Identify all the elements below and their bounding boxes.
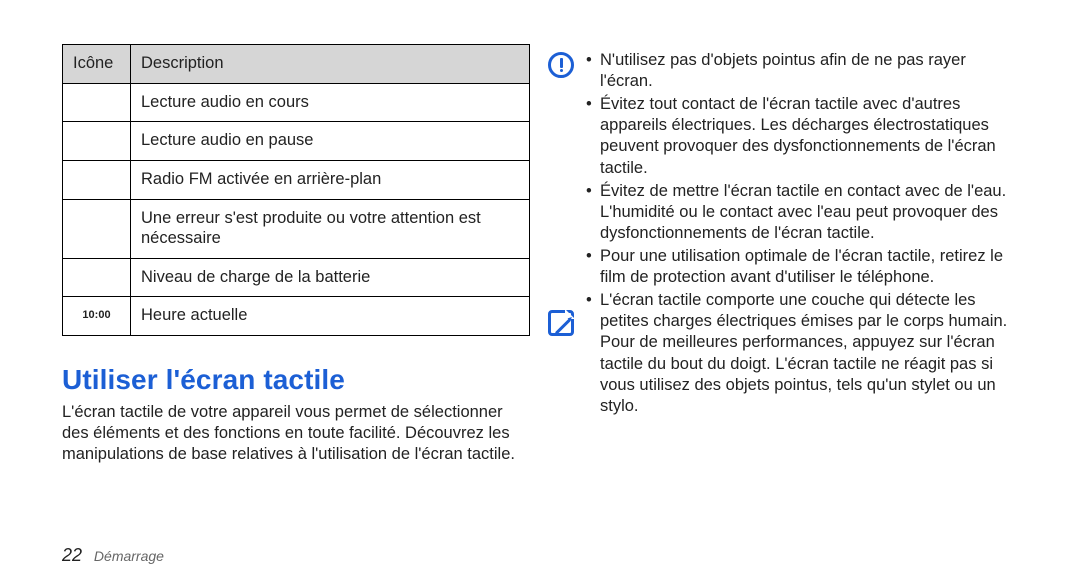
description-cell: Lecture audio en cours [131,83,530,122]
table-row: Radio FM activée en arrière-plan [63,160,530,199]
right-column: N'utilisez pas d'objets pointus afin de … [550,44,1018,586]
table-header-description: Description [131,45,530,84]
description-cell: Niveau de charge de la batterie [131,258,530,297]
note-icon [548,310,574,336]
page-footer: 22 Démarrage [62,545,164,566]
table-row: 10:00 Heure actuelle [63,297,530,336]
icon-cell [63,83,131,122]
callout-body: N'utilisez pas d'objets pointus afin de … [586,50,1018,419]
page-number: 22 [62,545,82,565]
section-heading: Utiliser l'écran tactile [62,364,530,396]
description-cell: Lecture audio en pause [131,122,530,161]
icon-description-table: Icône Description Lecture audio en cours… [62,44,530,336]
icon-cell: 10:00 [63,297,131,336]
description-cell: Une erreur s'est produite ou votre atten… [131,199,530,258]
manual-page: Icône Description Lecture audio en cours… [0,0,1080,586]
footer-section-name: Démarrage [94,548,164,564]
description-cell: Heure actuelle [131,297,530,336]
callout-block: N'utilisez pas d'objets pointus afin de … [550,50,1018,419]
table-row: Lecture audio en pause [63,122,530,161]
icon-cell [63,122,131,161]
callout-icon-column [550,50,586,419]
callout-item: L'écran tactile comporte une couche qui … [586,290,1018,417]
table-header-icon: Icône [63,45,131,84]
left-column: Icône Description Lecture audio en cours… [62,44,530,586]
intro-paragraph: L'écran tactile de votre appareil vous p… [62,402,530,465]
warning-icon [548,52,574,78]
icon-cell [63,160,131,199]
table-row: Niveau de charge de la batterie [63,258,530,297]
table-row: Une erreur s'est produite ou votre atten… [63,199,530,258]
description-cell: Radio FM activée en arrière-plan [131,160,530,199]
callout-item: Évitez tout contact de l'écran tactile a… [586,94,1018,178]
icon-cell [63,258,131,297]
callout-item: Pour une utilisation optimale de l'écran… [586,246,1018,288]
callout-item: N'utilisez pas d'objets pointus afin de … [586,50,1018,92]
table-row: Lecture audio en cours [63,83,530,122]
callout-list: N'utilisez pas d'objets pointus afin de … [586,50,1018,417]
callout-item: Évitez de mettre l'écran tactile en cont… [586,181,1018,244]
icon-cell [63,199,131,258]
